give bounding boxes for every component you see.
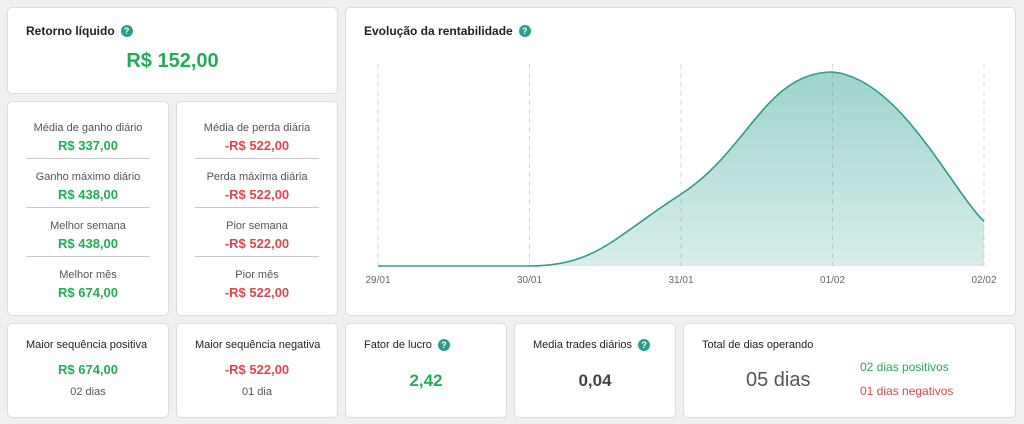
seq-positiva-card: Maior sequência positiva R$ 674,00 02 di…	[7, 323, 169, 418]
media-trades-value: 0,04	[578, 371, 612, 390]
stat-melhor-semana: Melhor semana R$ 438,00	[8, 208, 168, 256]
dias-operando-card: Total de dias operando 05 dias 02 dias p…	[683, 323, 1016, 418]
fator-lucro-title: Fator de lucro	[364, 339, 432, 351]
stat-value: -R$ 522,00	[224, 138, 290, 153]
seq-positiva-title: Maior sequência positiva	[26, 339, 148, 351]
seq-positiva-days: 02 dias	[70, 386, 106, 398]
x-tick-label: 30/01	[517, 275, 542, 286]
stat-label: Média de ganho diário	[33, 122, 143, 134]
divider	[195, 158, 319, 159]
stat-value: -R$ 522,00	[224, 285, 290, 300]
x-tick-label: 29/01	[365, 275, 390, 286]
perdas-card: Média de perda diária -R$ 522,00 Perda m…	[176, 101, 338, 316]
media-trades-title: Media trades diários	[533, 339, 633, 351]
stat-pior-mes: Pior mês -R$ 522,00	[177, 257, 337, 305]
seq-positiva-value: R$ 674,00	[58, 362, 118, 377]
stat-melhor-mes: Melhor mês R$ 674,00	[8, 257, 168, 305]
dias-positivos: 02 dias positivos	[860, 360, 949, 374]
x-tick-label: 01/02	[820, 275, 845, 286]
help-icon[interactable]: ?	[437, 339, 450, 351]
rentabilidade-chart: 29/01 30/01 31/01 01/02 02/02	[365, 64, 997, 286]
fator-lucro-value: 2,42	[409, 371, 443, 390]
stat-media-ganho: Média de ganho diário R$ 337,00	[8, 110, 168, 158]
stat-label: Ganho máximo diário	[35, 171, 141, 183]
dias-operando-title: Total de dias operando	[702, 339, 814, 351]
seq-negativa-days: 01 dia	[242, 386, 272, 398]
dias-operando-value: 05 dias	[746, 369, 811, 391]
stat-pior-semana: Pior semana -R$ 522,00	[177, 208, 337, 256]
divider	[26, 158, 150, 159]
stat-value: R$ 438,00	[58, 236, 118, 251]
media-trades-card: Media trades diários ? 0,04	[514, 323, 676, 418]
stat-value: R$ 674,00	[58, 285, 118, 300]
stat-label: Pior semana	[226, 220, 288, 232]
seq-negativa-value: -R$ 522,00	[224, 362, 290, 377]
stat-value: R$ 337,00	[58, 138, 118, 153]
retorno-liquido-card: Retorno líquido ? R$ 152,00	[7, 7, 338, 94]
stat-label: Melhor semana	[50, 220, 126, 232]
help-icon[interactable]: ?	[518, 25, 531, 37]
divider	[195, 207, 319, 208]
stat-value: -R$ 522,00	[224, 236, 290, 251]
divider	[26, 207, 150, 208]
dias-negativos: 01 dias negativos	[860, 384, 954, 398]
stat-value: -R$ 522,00	[224, 187, 290, 202]
help-icon[interactable]: ?	[638, 339, 651, 351]
x-tick-label: 02/02	[971, 275, 996, 286]
help-icon[interactable]: ?	[120, 25, 133, 37]
chart-area	[378, 72, 984, 266]
stat-perda-maxima: Perda máxima diária -R$ 522,00	[177, 159, 337, 207]
stat-label: Média de perda diária	[203, 122, 311, 134]
stat-label: Pior mês	[235, 269, 279, 281]
stat-label: Melhor mês	[59, 269, 117, 281]
seq-negativa-title: Maior sequência negativa	[195, 339, 321, 351]
ganhos-card: Média de ganho diário R$ 337,00 Ganho má…	[7, 101, 169, 316]
chart-line	[377, 71, 985, 267]
chart-title: Evolução da rentabilidade	[364, 24, 513, 38]
stat-ganho-maximo: Ganho máximo diário R$ 438,00	[8, 159, 168, 207]
seq-negativa-card: Maior sequência negativa -R$ 522,00 01 d…	[176, 323, 338, 418]
stat-media-perda: Média de perda diária -R$ 522,00	[177, 110, 337, 158]
stat-label: Perda máxima diária	[206, 171, 308, 183]
divider	[26, 256, 150, 257]
retorno-liquido-value: R$ 152,00	[126, 50, 219, 72]
x-tick-label: 31/01	[668, 275, 693, 286]
fator-lucro-card: Fator de lucro ? 2,42	[345, 323, 507, 418]
rentabilidade-chart-card: Evolução da rentabilidade ? 29/01 30/01 31…	[345, 7, 1016, 316]
retorno-liquido-title: Retorno líquido	[26, 24, 115, 38]
stat-value: R$ 438,00	[58, 187, 118, 202]
divider	[195, 256, 319, 257]
